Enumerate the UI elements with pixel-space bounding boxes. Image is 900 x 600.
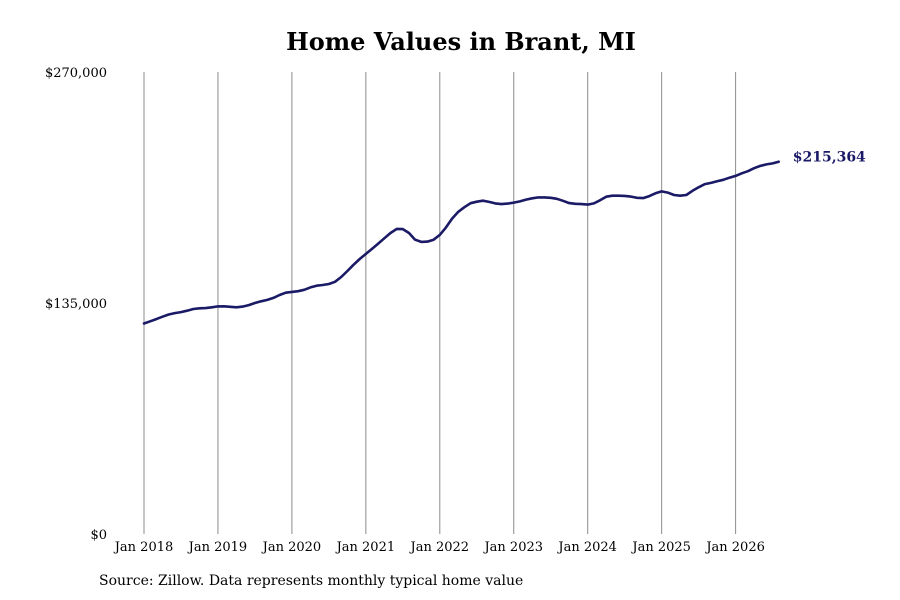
x-tick-label: Jan 2023 <box>482 540 543 555</box>
x-tick-label: Jan 2026 <box>704 540 765 555</box>
y-tick-label: $0 <box>90 528 107 543</box>
y-tick-label: $270,000 <box>45 66 107 81</box>
end-value-label: $215,364 <box>793 150 866 166</box>
home-value-line <box>142 160 781 325</box>
chart-title: Home Values in Brant, MI <box>286 27 636 56</box>
x-tick-label: Jan 2021 <box>335 540 396 555</box>
source-note: Source: Zillow. Data represents monthly … <box>99 573 524 589</box>
y-tick-label: $135,000 <box>45 297 107 312</box>
x-tick-label: Jan 2019 <box>187 540 248 555</box>
x-tick-label: Jan 2025 <box>630 540 691 555</box>
x-tick-label: Jan 2022 <box>409 540 470 555</box>
x-tick-label: Jan 2024 <box>556 540 617 555</box>
x-tick-label: Jan 2020 <box>261 540 322 555</box>
x-tick-label: Jan 2018 <box>113 540 174 555</box>
